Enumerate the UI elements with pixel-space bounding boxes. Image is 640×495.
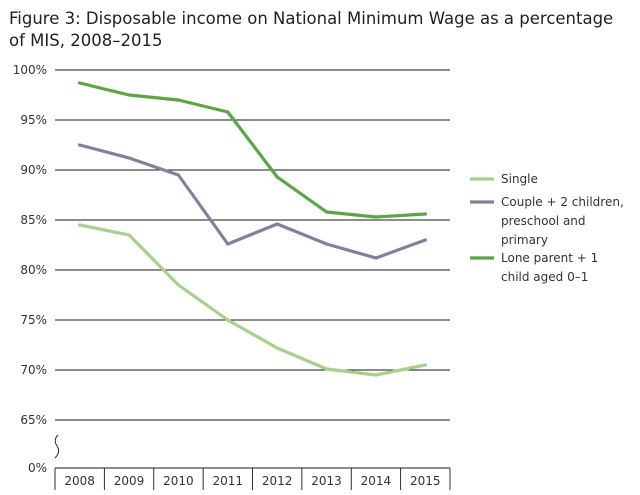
legend-label: Couple + 2 children, [501, 195, 624, 209]
data-point [374, 215, 378, 219]
data-point [324, 210, 329, 214]
series-line [78, 143, 427, 260]
legend-label: child aged 0–1 [501, 270, 588, 284]
x-tick-label: 2011 [213, 474, 244, 488]
data-point [78, 81, 82, 85]
data-point [324, 367, 329, 371]
data-point [176, 98, 181, 102]
data-point [78, 143, 82, 147]
data-point [423, 238, 427, 242]
y-tick-label: 100% [13, 63, 47, 77]
legend-label: preschool and [501, 214, 586, 228]
data-point [374, 256, 378, 260]
data-point [275, 346, 279, 350]
data-point [423, 363, 427, 367]
data-point [176, 283, 181, 287]
gridlines [55, 69, 450, 421]
data-point [374, 373, 378, 377]
x-tick-label: 2008 [64, 474, 95, 488]
series-lines [78, 81, 427, 377]
x-tick-label: 2013 [311, 474, 342, 488]
series-line [78, 81, 427, 219]
x-axis: 2008 2009 2010 2011 2012 2013 2014 2015 [54, 434, 451, 490]
x-tick-label: 2009 [114, 474, 145, 488]
data-point [78, 223, 82, 227]
y-tick-label: 95% [20, 113, 47, 127]
x-tick-label: 2012 [262, 474, 293, 488]
y-tick-label: 75% [20, 313, 47, 327]
x-tick-label: 2015 [410, 474, 441, 488]
data-point [176, 173, 181, 177]
y-tick-label: 80% [20, 263, 47, 277]
data-point [226, 110, 230, 114]
chart-title: Figure 3: Disposable income on National … [9, 9, 614, 50]
data-point [127, 93, 131, 97]
data-point [127, 156, 131, 160]
data-point [275, 175, 279, 179]
data-point [324, 242, 329, 246]
series-line [78, 223, 427, 377]
data-point [423, 212, 427, 216]
data-point [226, 242, 230, 246]
data-point [127, 233, 131, 237]
x-tick-label: 2014 [361, 474, 392, 488]
y-tick-label: 85% [20, 213, 47, 227]
axis-break-icon [54, 434, 60, 459]
y-tick-label: 65% [20, 413, 47, 427]
legend-label: Single [501, 172, 538, 186]
y-tick-label: 0% [28, 461, 47, 475]
y-axis-tick-labels: 0% 65% 70% 75% 80% 85% 90% 95% 100% [13, 63, 47, 475]
y-tick-label: 90% [20, 163, 47, 177]
legend: Single Couple + 2 children, preschool and p… [470, 172, 624, 284]
data-point [275, 222, 279, 226]
data-point [226, 318, 230, 322]
x-tick-label: 2010 [163, 474, 194, 488]
legend-label: Lone parent + 1 [501, 251, 598, 265]
legend-label: primary [501, 233, 548, 247]
y-tick-label: 70% [20, 363, 47, 377]
